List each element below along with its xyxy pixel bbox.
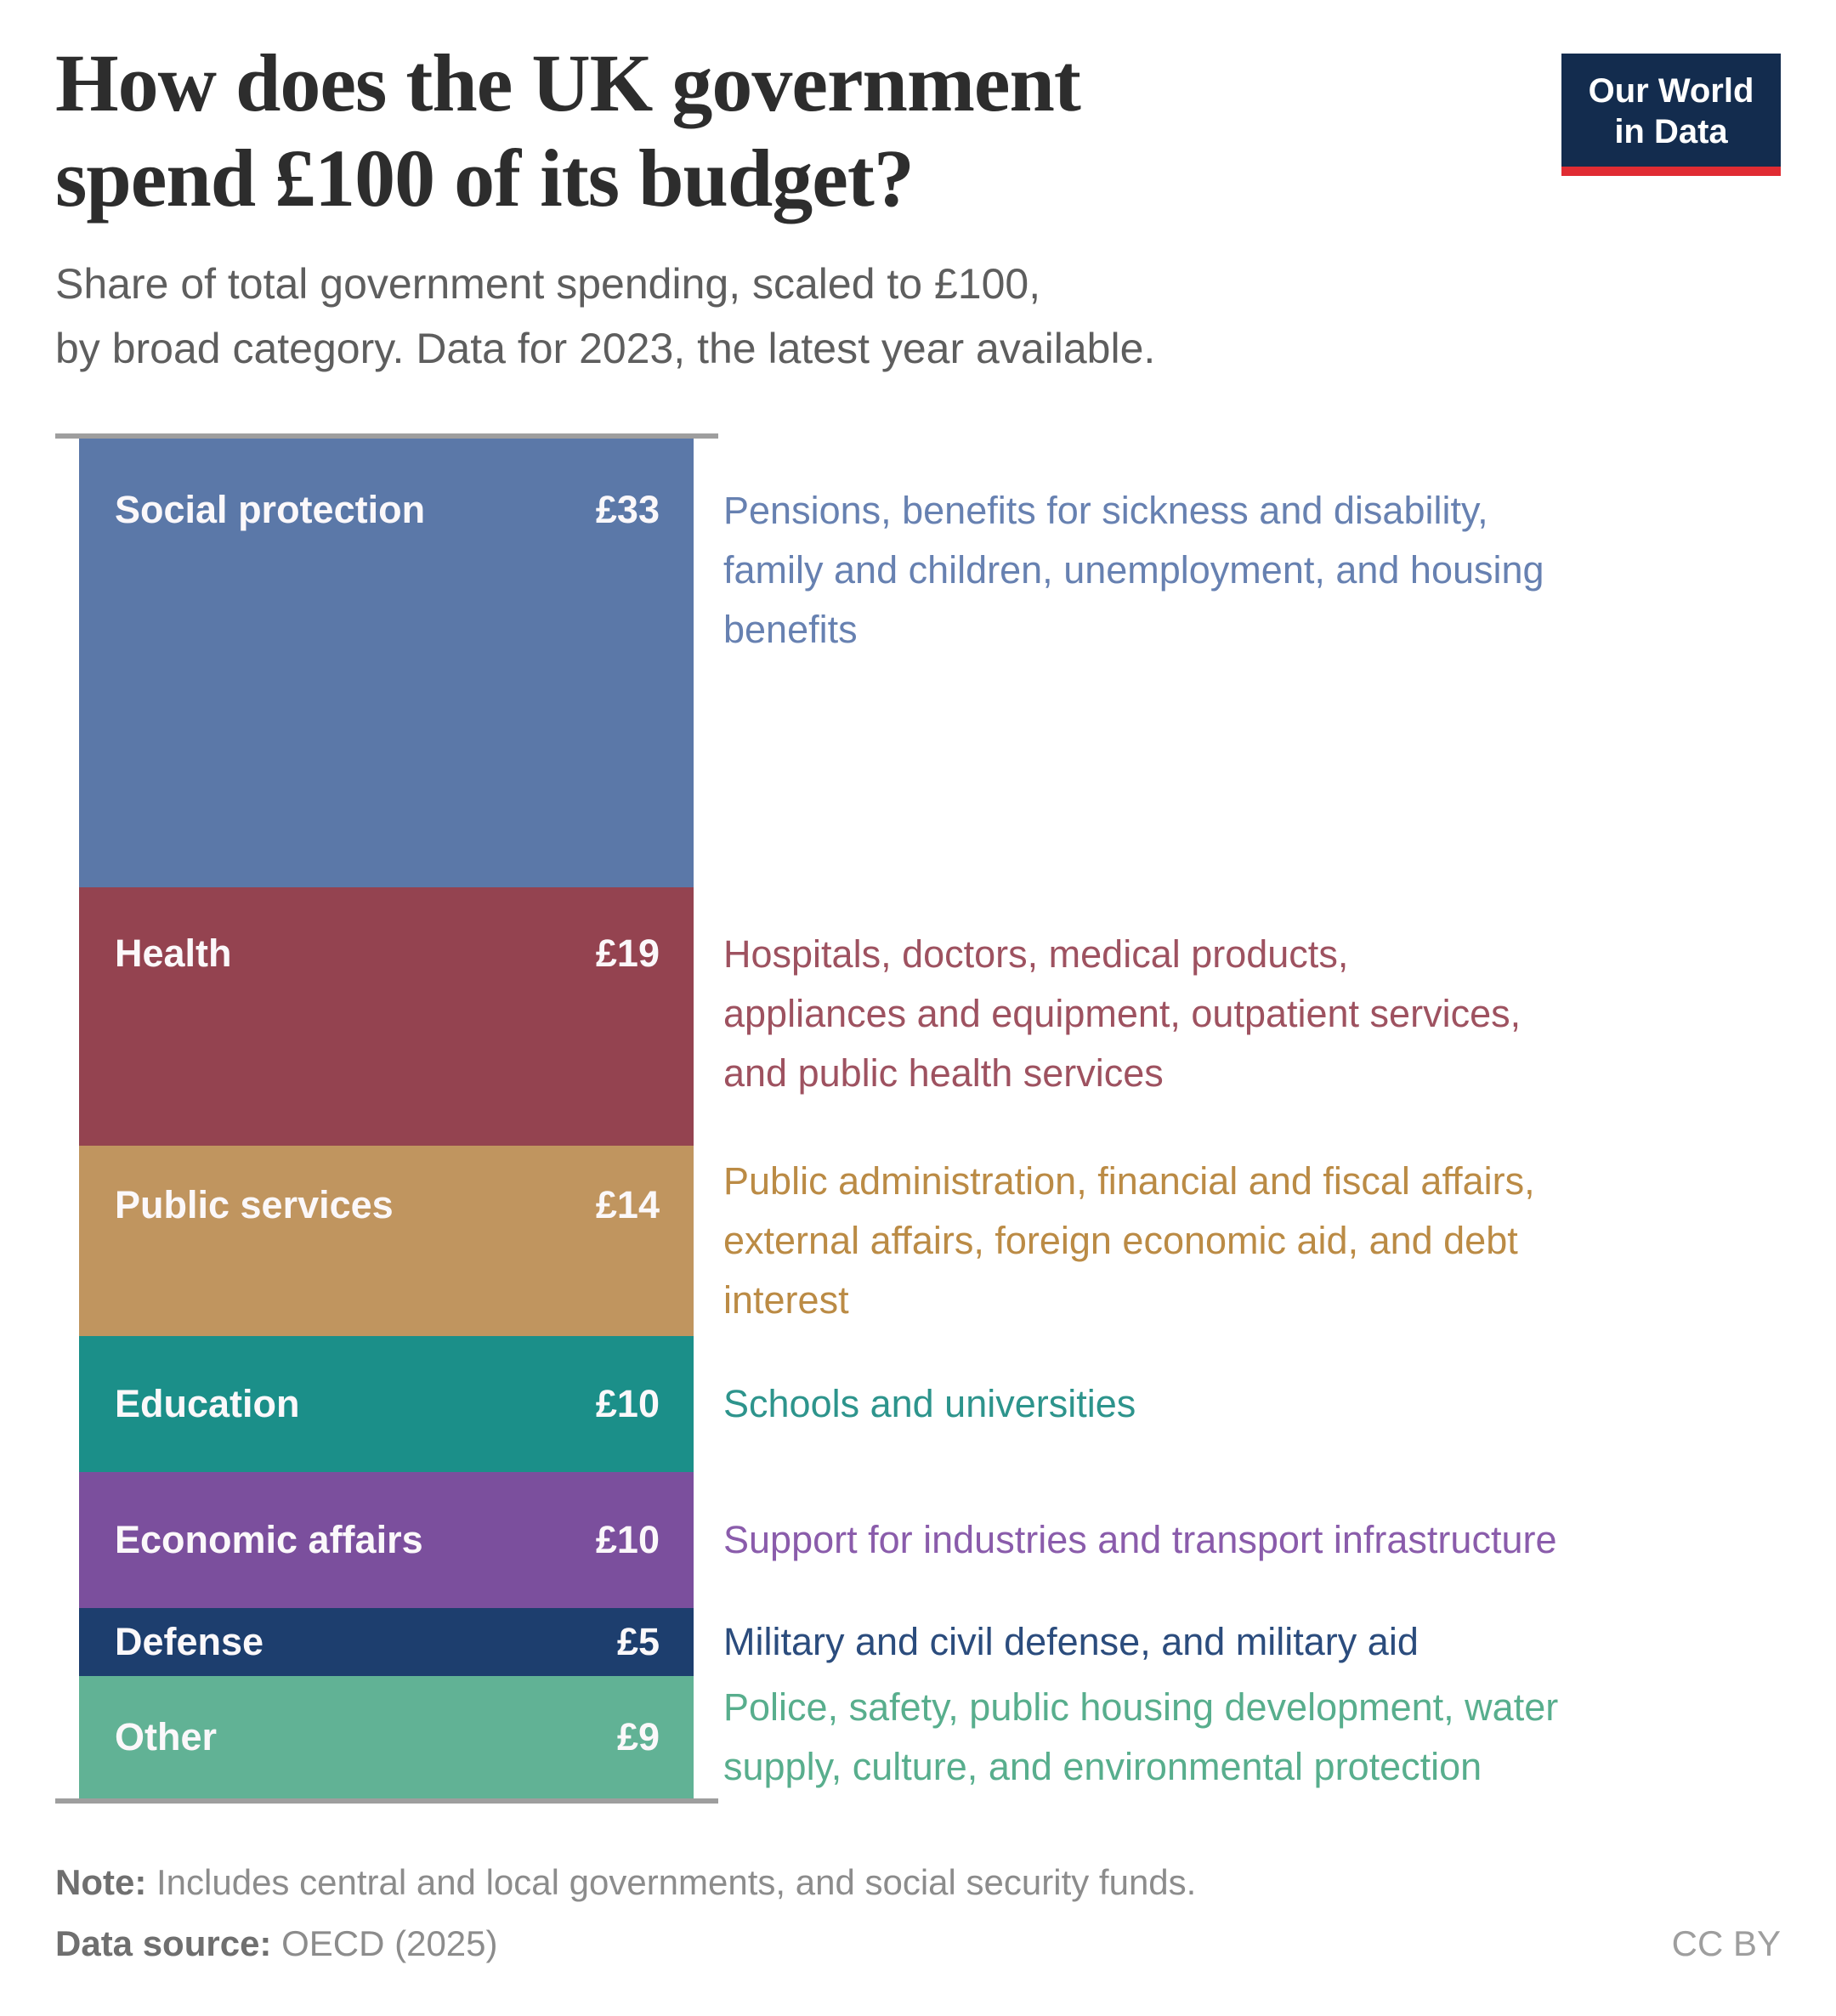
owid-logo-text: Our World in Data	[1561, 54, 1781, 167]
page-title: How does the UK government spend £100 of…	[55, 36, 1081, 226]
segment-row: Other £9 Police, safety, public housing …	[55, 1676, 1781, 1798]
segment-row: Health £19 Hospitals, doctors, medical p…	[55, 887, 1781, 1146]
segment-label: Health	[115, 932, 232, 975]
segment-label: Social protection	[115, 488, 426, 531]
segment-description: Military and civil defense, and military…	[723, 1620, 1419, 1663]
subtitle-line-2: by broad category. Data for 2023, the la…	[55, 325, 1156, 372]
owid-logo-line-1: Our World	[1588, 72, 1754, 110]
segment-label: Education	[115, 1382, 300, 1425]
bar-segment: Health £19	[79, 887, 694, 1146]
segment-label: Defense	[115, 1620, 264, 1663]
owid-logo-line-2: in Data	[1614, 113, 1728, 150]
bar-segment: Social protection £33	[79, 439, 694, 887]
data-source-label: Data source:	[55, 1923, 272, 1963]
segment-description: Pensions, benefits for sickness and disa…	[723, 489, 1544, 651]
page-subtitle: Share of total government spending, scal…	[55, 252, 1155, 381]
segment-description: Police, safety, public housing developme…	[723, 1685, 1559, 1788]
note-label: Note:	[55, 1862, 147, 1902]
stacked-bar-chart: Social protection £33 Pensions, benefits…	[55, 433, 1781, 1804]
title-line-1: How does the UK government	[55, 37, 1081, 128]
segment-value: £19	[595, 932, 660, 975]
data-source-text: OECD (2025)	[271, 1923, 498, 1963]
segment-value: £33	[595, 488, 660, 531]
bar-bottom-axis-line	[55, 1798, 718, 1804]
owid-logo: Our World in Data	[1561, 54, 1781, 176]
segment-label: Other	[115, 1715, 218, 1758]
bar-segment: Defense £5	[79, 1608, 694, 1676]
segment-row: Economic affairs £10 Support for industr…	[55, 1472, 1781, 1608]
segment-value: £10	[595, 1518, 660, 1561]
segment-value: £9	[616, 1715, 660, 1758]
footer-note: Note: Includes central and local governm…	[55, 1858, 1781, 1907]
title-line-2: spend £100 of its budget?	[55, 133, 915, 224]
segment-row: Public services £14 Public administratio…	[55, 1146, 1781, 1336]
segment-description: Public administration, financial and fis…	[723, 1159, 1535, 1322]
segment-row: Social protection £33 Pensions, benefits…	[55, 439, 1781, 887]
bar-segment: Public services £14	[79, 1146, 694, 1336]
bar-segment: Other £9	[79, 1676, 694, 1798]
bar-segment: Education £10	[79, 1336, 694, 1472]
footer: Note: Includes central and local governm…	[55, 1858, 1781, 1968]
segment-label: Economic affairs	[115, 1518, 423, 1561]
subtitle-line-1: Share of total government spending, scal…	[55, 260, 1041, 308]
license-badge: CC BY	[1671, 1923, 1781, 1963]
bar-segments-container: Social protection £33 Pensions, benefits…	[55, 439, 1781, 1798]
segment-value: £5	[616, 1620, 660, 1663]
segment-row: Defense £5 Military and civil defense, a…	[55, 1608, 1781, 1676]
segment-row: Education £10 Schools and universities	[55, 1336, 1781, 1472]
segment-label: Public services	[115, 1183, 394, 1226]
segment-description: Hospitals, doctors, medical products, ap…	[723, 932, 1522, 1095]
footer-source: Data source: OECD (2025) CC BY	[55, 1919, 1781, 1968]
owid-logo-accent-bar	[1561, 167, 1781, 176]
bar-segment: Economic affairs £10	[79, 1472, 694, 1608]
segment-description: Support for industries and transport inf…	[723, 1518, 1557, 1561]
segment-description: Schools and universities	[723, 1382, 1136, 1425]
segment-value: £14	[595, 1183, 660, 1226]
bar-top-axis-line	[55, 433, 718, 439]
segment-value: £10	[595, 1382, 660, 1425]
note-text: Includes central and local governments, …	[146, 1862, 1197, 1902]
